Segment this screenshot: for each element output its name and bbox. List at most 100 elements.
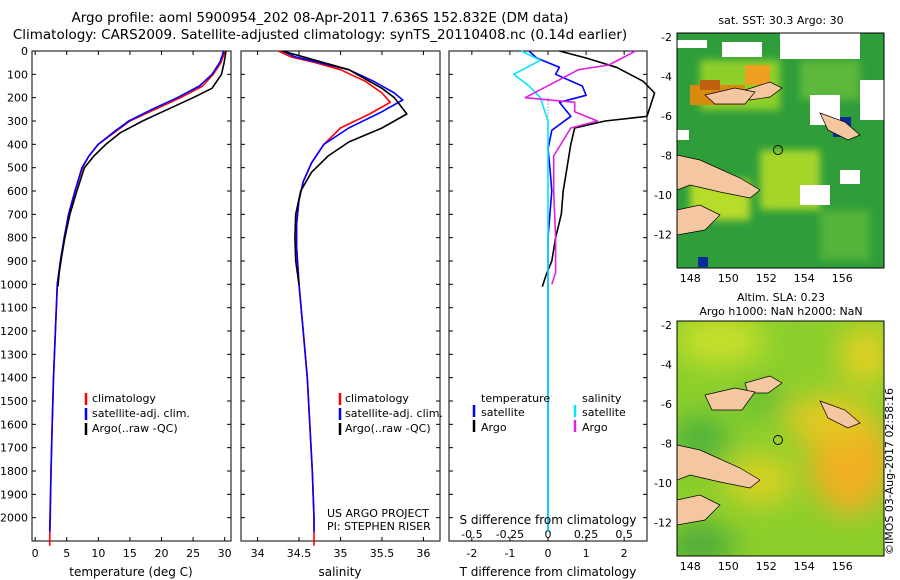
map-x-tick-label: 148: [680, 560, 701, 573]
map-y-tick-label: -12: [654, 228, 672, 241]
x-tick-label: 0: [32, 547, 39, 560]
legend-sal-argo-label: Argo: [582, 421, 608, 434]
map-y-tick-label: -6: [661, 110, 672, 123]
sst-map-title: sat. SST: 30.3 Argo: 30: [718, 14, 843, 27]
y-tick-label: 900: [7, 255, 28, 268]
y-tick-label: 1900: [0, 488, 28, 501]
salinity-xlabel: salinity: [318, 565, 361, 579]
y-tick-label: 200: [7, 92, 28, 105]
map-y-tick-label: -6: [661, 398, 672, 411]
y-tick-label: 2000: [0, 512, 28, 525]
x-tick-label: 25: [186, 547, 200, 560]
series-salinity-satellite: [512, 50, 549, 532]
legend-climatology-label: climatology: [92, 392, 156, 405]
x-tick-label: -1: [504, 547, 515, 560]
y-tick-label: 1700: [0, 442, 28, 455]
series-temperature-argo: [541, 50, 656, 287]
s-tick-label: 0.5: [615, 528, 633, 541]
y-tick-label: 1600: [0, 418, 28, 431]
map-x-tick-label: 148: [680, 272, 701, 285]
x-tick-label: 34.5: [287, 547, 312, 560]
map-x-tick-label: 156: [832, 272, 853, 285]
title-line-1: Argo profile: aoml 5900954_202 08-Apr-20…: [71, 10, 569, 26]
s-tick-label: 0.25: [574, 528, 599, 541]
x-tick-label: 1: [583, 547, 590, 560]
s-tick-label: -0.5: [461, 528, 482, 541]
sst-map-frame: [676, 32, 885, 269]
x-tick-label: 10: [91, 547, 105, 560]
temperature-plot-frame: [31, 50, 232, 542]
salinity-plot-frame: [240, 50, 441, 542]
series-climatology: [48, 50, 226, 546]
legend-climatology-label: climatology: [345, 392, 409, 405]
salinity-legend: climatology satellite-adj. clim. Argo(..…: [327, 392, 443, 533]
map-y-tick-label: -12: [654, 516, 672, 529]
x-tick-label: 35.5: [370, 547, 395, 560]
y-tick-label: 100: [7, 68, 28, 81]
map-x-tick-label: 154: [794, 560, 815, 573]
y-tick-label: 800: [7, 232, 28, 245]
sla-map: Altim. SLA: 0.23 Argo h1000: NaN h2000: …: [676, 291, 885, 557]
s-tick-label: 0: [545, 528, 552, 541]
map-y-tick-label: -2: [661, 319, 672, 332]
x-tick-label: 34: [251, 547, 265, 560]
y-tick-label: 500: [7, 162, 28, 175]
y-tick-label: 1000: [0, 278, 28, 291]
x-tick-label: 30: [218, 547, 232, 560]
s-tick-label: -0.25: [496, 528, 524, 541]
legend-salinity-header: salinity: [582, 392, 622, 405]
axis-ticks: 0100200300400500600700800900100011001200…: [0, 31, 853, 573]
map-y-tick-label: -4: [661, 358, 672, 371]
temperature-xlabel: temperature (deg C): [69, 565, 192, 579]
legend-sal-satellite-label: satellite: [582, 406, 626, 419]
map-x-tick-label: 150: [718, 272, 739, 285]
series-salinity-argo: [524, 50, 636, 285]
map-y-tick-label: -4: [661, 70, 672, 83]
x-tick-label: 35: [334, 547, 348, 560]
title-line-2: Climatology: CARS2009. Satellite-adjuste…: [12, 27, 628, 43]
legend-satellite-label: satellite-adj. clim.: [92, 407, 190, 420]
profile-curves: [48, 50, 656, 546]
difference-top-xlabel: S difference from climatology: [460, 513, 637, 527]
x-tick-label: 2: [621, 547, 628, 560]
legend-temperature-header: temperature: [481, 392, 550, 405]
map-x-tick-label: 152: [756, 272, 777, 285]
x-tick-label: 0: [545, 547, 552, 560]
x-tick-label: -2: [466, 547, 477, 560]
series-argo-raw-qc-: [282, 50, 408, 285]
y-tick-label: 1200: [0, 325, 28, 338]
map-x-tick-label: 152: [756, 560, 777, 573]
sla-map-subtitle: Argo h1000: NaN h2000: NaN: [699, 305, 862, 318]
difference-xlabel: T difference from climatology: [459, 565, 637, 579]
y-tick-label: 1300: [0, 348, 28, 361]
y-tick-label: 1100: [0, 302, 28, 315]
map-y-tick-label: -2: [661, 31, 672, 44]
legend-satellite-label: satellite-adj. clim.: [345, 407, 443, 420]
series-argo-raw-qc-: [57, 50, 227, 287]
map-y-tick-label: -10: [654, 477, 672, 490]
sst-argo-marker: [773, 145, 783, 155]
y-tick-label: 700: [7, 208, 28, 221]
series-temperature-satellite: [528, 50, 587, 532]
x-tick-label: 36: [416, 547, 430, 560]
y-tick-label: 400: [7, 138, 28, 151]
series-climatology: [277, 50, 392, 546]
sla-map-frame: [676, 320, 885, 557]
map-x-tick-label: 150: [718, 560, 739, 573]
legend-argo-label: Argo(..raw -QC): [92, 422, 178, 435]
legend-argo-label: Argo(..raw -QC): [345, 422, 431, 435]
difference-legend: temperature salinity satellite Argo sate…: [472, 392, 626, 434]
map-y-tick-label: -8: [661, 149, 672, 162]
y-tick-label: 1400: [0, 372, 28, 385]
y-tick-label: 1800: [0, 465, 28, 478]
project-label: US ARGO PROJECT: [327, 507, 429, 520]
imos-credit: ©IMOS 03-Aug-2017 02:58:16: [883, 388, 896, 555]
y-tick-label: 0: [21, 45, 28, 58]
map-y-tick-label: -8: [661, 437, 672, 450]
y-tick-label: 600: [7, 185, 28, 198]
series-satellite-adj-clim-: [282, 50, 404, 532]
sst-map: sat. SST: 30.3 Argo: 30: [676, 14, 885, 269]
x-tick-label: 15: [123, 547, 137, 560]
pi-label: PI: STEPHEN RISER: [327, 520, 431, 533]
